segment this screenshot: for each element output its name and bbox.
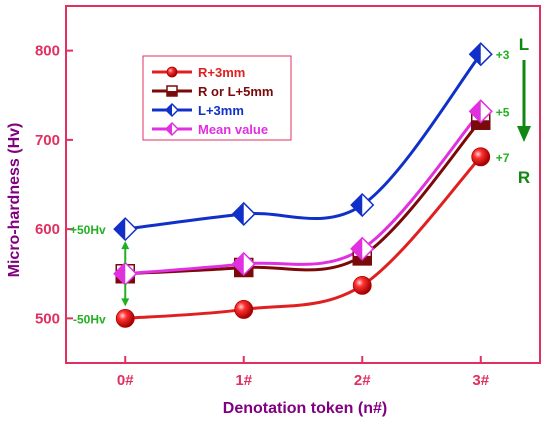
trend-arrow	[517, 60, 531, 142]
series-line	[125, 155, 482, 320]
series-3	[125, 110, 482, 276]
data-point	[231, 251, 256, 276]
y-tick-label: 500	[35, 310, 60, 327]
legend-item: Mean value	[152, 121, 268, 137]
series-layer	[113, 42, 493, 328]
legend-label: R+3mm	[198, 65, 245, 80]
deviation-arrow	[121, 241, 130, 307]
series-line	[125, 119, 482, 276]
data-point	[115, 308, 135, 328]
data-point	[113, 261, 138, 286]
point-label: +3	[496, 48, 510, 62]
x-axis-label: Denotation token (n#)	[223, 400, 387, 417]
axis-layer: 500 600 700 800 0# 1# 2# 3#	[35, 43, 490, 389]
data-point	[113, 217, 138, 242]
point-label: +5	[496, 105, 510, 119]
legend-label: R or L+5mm	[198, 84, 274, 99]
series-0	[125, 155, 482, 320]
x-tick-label: 0#	[117, 372, 134, 389]
point-label: +7	[496, 151, 510, 165]
x-tick-label: 1#	[235, 372, 252, 389]
legend-label: Mean value	[198, 122, 268, 137]
data-point	[468, 99, 493, 124]
legend-marker	[164, 102, 180, 118]
legend-label: L+3mm	[198, 103, 244, 118]
series-1	[125, 119, 482, 276]
arrow-top-label: L	[519, 35, 529, 54]
y-tick-label: 800	[35, 43, 60, 60]
upper-bound-label: +50Hv	[70, 223, 106, 237]
legend-item: R or L+5mm	[152, 84, 274, 99]
data-point	[350, 236, 375, 261]
legend-marker	[166, 85, 178, 97]
series-line	[125, 53, 482, 231]
x-tick-label: 3#	[472, 372, 489, 389]
x-tick-label: 2#	[354, 372, 371, 389]
legend-marker	[166, 66, 178, 78]
data-point	[350, 192, 375, 218]
legend-marker	[164, 121, 180, 137]
arrow-bottom-label: R	[518, 168, 530, 187]
y-tick-label: 700	[35, 132, 60, 149]
series-markers-0	[115, 147, 491, 328]
data-point	[231, 201, 256, 227]
lower-bound-label: -50Hv	[73, 312, 106, 326]
series-markers-2	[113, 42, 493, 242]
annotation-layer: +50Hv -50Hv +3 +5 +7 L R	[70, 35, 531, 326]
plot-frame	[65, 5, 541, 364]
series-2	[125, 53, 482, 231]
data-point	[234, 300, 254, 319]
legend: R+3mm R or L+5mm L+3mm Mean value	[142, 55, 292, 141]
data-point	[468, 42, 493, 67]
data-point	[471, 147, 491, 167]
data-point	[352, 275, 372, 295]
y-axis-label: Micro-hardness (Hv)	[6, 123, 23, 278]
legend-item: R+3mm	[152, 65, 245, 80]
series-line	[125, 110, 482, 276]
legend-item: L+3mm	[152, 102, 244, 118]
series-markers-3	[113, 99, 493, 286]
y-tick-label: 600	[35, 221, 60, 238]
